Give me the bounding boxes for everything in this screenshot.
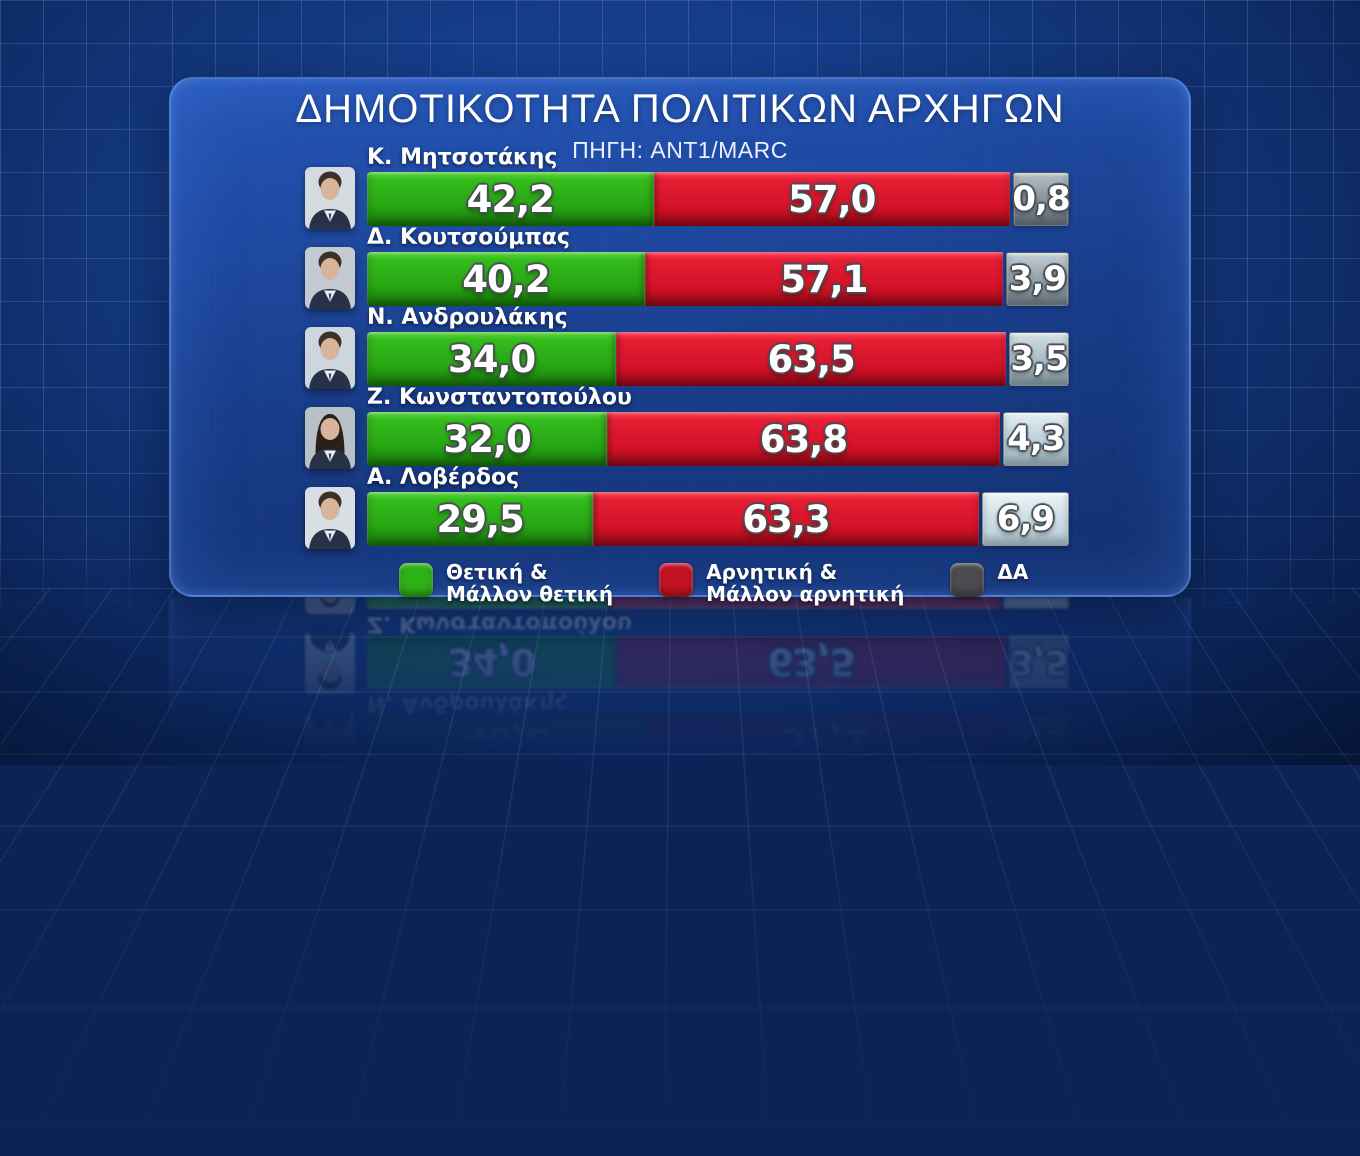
bar-negative: 63,5 [616, 332, 1006, 386]
politician-name: Α. Λοβέρδος [367, 465, 520, 490]
bar-track: 32,0 63,8 4,3 [367, 412, 1069, 466]
poll-panel: ΔΗΜΟΤΙΚΟΤΗΤΑ ΠΟΛΙΤΙΚΩΝ ΑΡΧΗΓΩΝ ΠΗΓΗ: ANT… [169, 77, 1191, 605]
da-value: 6,9 [996, 499, 1055, 539]
bar-positive: 32,0 [367, 412, 608, 466]
politician-name: Κ. Μητσοτάκης [367, 145, 558, 170]
negative-value: 63,5 [767, 337, 855, 381]
positive-value: 29,5 [436, 497, 524, 541]
positive-value: 42,2 [466, 177, 555, 221]
bar-positive: 42,2 [367, 172, 654, 226]
negative-value: 57,1 [780, 257, 868, 301]
chart-title: ΔΗΜΟΤΙΚΟΤΗΤΑ ΠΟΛΙΤΙΚΩΝ ΑΡΧΗΓΩΝ [295, 87, 1065, 131]
person-silhouette-icon [305, 407, 355, 469]
bar-da: 3,5 [1009, 332, 1069, 386]
legend-label-positive: Θετική & Μάλλον θετική [446, 560, 614, 606]
bar-positive: 40,2 [367, 252, 645, 306]
bar-line: 42,2 57,0 0,8 [305, 167, 1085, 229]
bar-negative: 63,8 [607, 412, 1000, 466]
legend-label-da: ΔΑ [997, 560, 1029, 584]
politician-name: Ν. Ανδρουλάκης [367, 305, 568, 330]
bar-negative: 63,3 [593, 492, 979, 546]
legend: Θετική & Μάλλον θετική Αρνητική & Μάλλον… [399, 561, 1028, 605]
bar-track: 29,5 63,3 6,9 [367, 492, 1069, 546]
da-value: 3,5 [1010, 339, 1068, 379]
person-silhouette-icon [305, 247, 355, 309]
politician-photo [305, 327, 355, 389]
da-value: 0,8 [1012, 179, 1070, 219]
legend-label-negative: Αρνητική & Μάλλον αρνητική [706, 560, 905, 606]
bar-positive: 34,0 [367, 332, 617, 386]
legend-item-negative: Αρνητική & Μάλλον αρνητική [659, 561, 904, 605]
legend-item-da: ΔΑ [950, 561, 1028, 597]
bar-line: 32,0 63,8 4,3 [305, 407, 1085, 469]
person-silhouette-icon [305, 167, 355, 229]
bar-da: 0,8 [1012, 172, 1071, 226]
politician-photo [305, 247, 355, 309]
negative-value: 63,8 [759, 417, 848, 461]
poll-row: Α. Λοβέρδος 29,5 63,3 6,9 [305, 465, 1085, 549]
poll-row: Ζ. Κωνσταντοπούλου 32,0 63,8 4,3 [305, 385, 1085, 469]
politician-name: Ζ. Κωνσταντοπούλου [367, 385, 632, 410]
politician-photo [305, 487, 355, 549]
bar-line: 34,0 63,5 3,5 [305, 327, 1085, 389]
bar-da: 3,9 [1005, 252, 1069, 306]
positive-swatch-icon [399, 563, 433, 597]
bar-track: 42,2 57,0 0,8 [367, 172, 1071, 226]
negative-value: 63,3 [742, 497, 830, 541]
person-silhouette-icon [305, 487, 355, 549]
poll-row: Ν. Ανδρουλάκης 34,0 63,5 3,5 [305, 305, 1085, 389]
da-value: 3,9 [1008, 259, 1067, 299]
positive-value: 34,0 [447, 337, 536, 381]
bar-da: 6,9 [981, 492, 1069, 546]
panel-reflection: ΔΗΜΟΤΙΚΟΤΗΤΑ ΠΟΛΙΤΙΚΩΝ ΑΡΧΗΓΩΝ ΠΗΓΗ: ANT… [0, 597, 1360, 765]
positive-value: 40,2 [462, 257, 550, 301]
bars-area: Κ. Μητσοτάκης 42,2 57,0 0,8 Δ. Κ [305, 145, 1085, 549]
poll-row: Κ. Μητσοτάκης 42,2 57,0 0,8 [305, 145, 1085, 229]
positive-value: 32,0 [443, 417, 531, 461]
bar-track: 34,0 63,5 3,5 [367, 332, 1069, 386]
politician-photo [305, 407, 355, 469]
bar-negative: 57,0 [653, 172, 1010, 226]
negative-value: 57,0 [788, 177, 876, 221]
bar-track: 40,2 57,1 3,9 [367, 252, 1069, 306]
legend-item-positive: Θετική & Μάλλον θετική [399, 561, 613, 605]
poll-row: Δ. Κουτσούμπας 40,2 57,1 3,9 [305, 225, 1085, 309]
da-swatch-icon [950, 563, 985, 597]
bar-positive: 29,5 [367, 492, 594, 546]
politician-name: Δ. Κουτσούμπας [367, 225, 570, 250]
politician-photo [305, 167, 355, 229]
bar-line: 40,2 57,1 3,9 [305, 247, 1085, 309]
person-silhouette-icon [305, 327, 355, 389]
bar-line: 29,5 63,3 6,9 [305, 487, 1085, 549]
negative-swatch-icon [659, 563, 694, 597]
bar-negative: 57,1 [644, 252, 1003, 306]
bar-da: 4,3 [1002, 412, 1069, 466]
da-value: 4,3 [1007, 419, 1065, 459]
